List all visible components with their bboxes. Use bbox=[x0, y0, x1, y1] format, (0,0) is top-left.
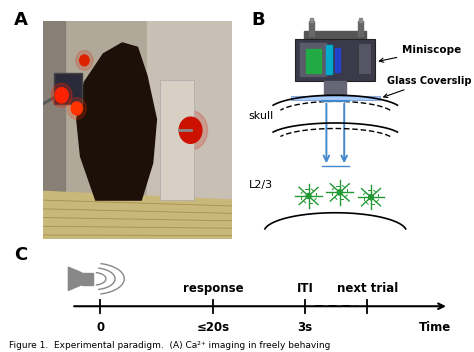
Bar bbox=[357, 43, 371, 74]
Polygon shape bbox=[68, 267, 82, 290]
Text: response: response bbox=[183, 282, 244, 295]
Circle shape bbox=[51, 83, 72, 107]
Circle shape bbox=[67, 98, 86, 119]
Polygon shape bbox=[43, 191, 232, 239]
Text: skull: skull bbox=[248, 111, 273, 121]
Bar bbox=[324, 81, 346, 95]
Bar bbox=[54, 74, 82, 104]
Bar bbox=[160, 80, 194, 200]
Bar bbox=[82, 273, 93, 285]
Bar bbox=[147, 21, 232, 207]
Bar bbox=[357, 21, 363, 36]
Bar bbox=[335, 48, 340, 71]
Polygon shape bbox=[77, 43, 156, 200]
Bar bbox=[359, 18, 362, 23]
Bar bbox=[295, 39, 375, 81]
Bar bbox=[300, 43, 327, 76]
Circle shape bbox=[306, 193, 311, 199]
Circle shape bbox=[76, 51, 93, 70]
Bar bbox=[291, 96, 380, 100]
Text: 0: 0 bbox=[96, 321, 105, 334]
Circle shape bbox=[55, 88, 68, 103]
Text: next trial: next trial bbox=[337, 282, 398, 295]
Text: Miniscope: Miniscope bbox=[379, 45, 461, 62]
Circle shape bbox=[337, 190, 342, 195]
Bar bbox=[310, 18, 313, 23]
Text: ITI: ITI bbox=[296, 282, 313, 295]
Text: B: B bbox=[251, 11, 265, 29]
Bar bbox=[43, 21, 65, 239]
Text: L2/3: L2/3 bbox=[248, 180, 273, 190]
Text: A: A bbox=[14, 11, 28, 29]
Bar bbox=[327, 45, 332, 74]
Bar bbox=[306, 49, 321, 73]
Text: Figure 1.  Experimental paradigm.  (A) Ca²⁺ imaging in freely behaving: Figure 1. Experimental paradigm. (A) Ca²… bbox=[9, 341, 331, 350]
Circle shape bbox=[71, 102, 82, 115]
Text: C: C bbox=[14, 246, 27, 264]
Circle shape bbox=[369, 195, 374, 200]
Circle shape bbox=[179, 117, 202, 143]
Text: Glass Coverslip: Glass Coverslip bbox=[383, 76, 471, 98]
Text: 3s: 3s bbox=[297, 321, 312, 334]
Circle shape bbox=[80, 55, 89, 66]
Text: Time: Time bbox=[419, 321, 451, 334]
Circle shape bbox=[173, 111, 208, 150]
Text: ≤20s: ≤20s bbox=[197, 321, 230, 334]
Bar bbox=[304, 31, 366, 39]
Bar bbox=[309, 21, 314, 36]
